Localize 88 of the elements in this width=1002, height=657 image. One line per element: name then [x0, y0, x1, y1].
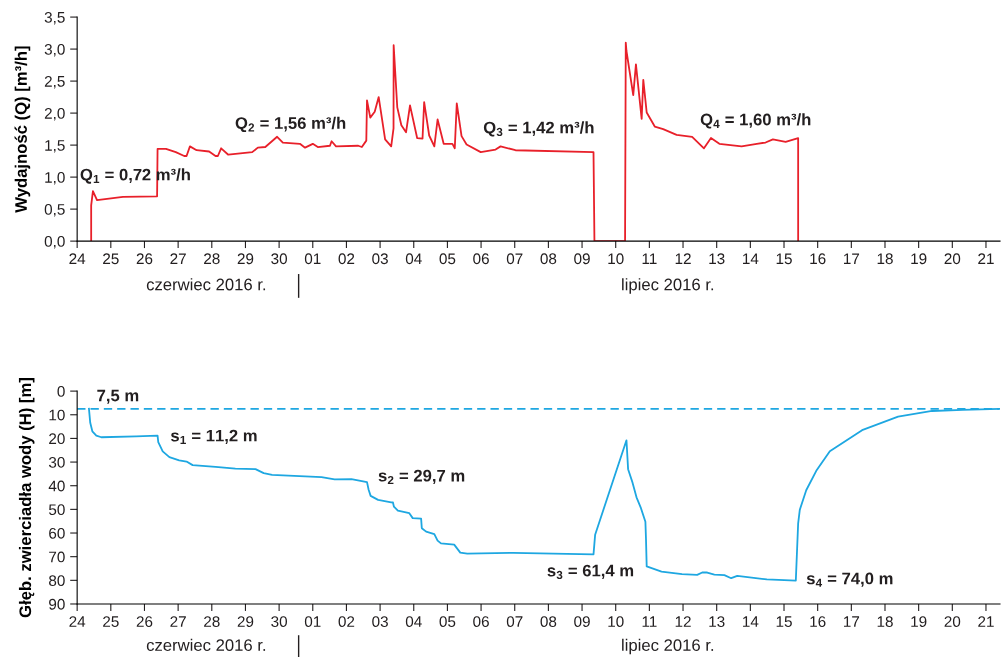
x-tick-label: 07 — [506, 616, 523, 628]
x-tick-label: 11 — [642, 253, 657, 264]
x-tick-label: 24 — [69, 253, 86, 264]
x-tick-label: 25 — [103, 616, 119, 628]
x-tick-label: 26 — [136, 616, 153, 628]
x-tick-label: 01 — [304, 253, 321, 265]
x-tick-label: 10 — [608, 616, 624, 628]
y-tick-label: 40 — [48, 480, 65, 492]
y-axis-title: Głęb. zwierciadła wody (H) [m] — [18, 378, 35, 618]
x-tick-label: 01 — [304, 616, 321, 628]
x-tick-label: 18 — [877, 616, 893, 628]
y-tick-label: 0 — [57, 385, 65, 397]
x-tick-label: 30 — [271, 616, 288, 628]
x-tick-label: 05 — [439, 616, 456, 628]
x-tick-label: 04 — [405, 616, 422, 628]
x-tick-label: 12 — [675, 253, 691, 264]
x-tick-label: 16 — [810, 616, 826, 628]
x-tick-label: 15 — [776, 253, 792, 265]
annotation: s$_{3}$ = 61,4 m — [547, 564, 634, 580]
x-tick-label: 19 — [911, 253, 927, 265]
x-tick-label: 29 — [237, 616, 254, 628]
annotation: Q$_{4}$ = 1,60 m³/h — [700, 113, 811, 129]
x-tick-label: 26 — [136, 253, 153, 265]
x-tick-label: 21 — [978, 616, 994, 627]
y-tick-label: 50 — [48, 504, 65, 516]
y-tick-label: 90 — [49, 598, 65, 610]
y-axis-title: Wydajność (Q) [m³/h] — [14, 46, 31, 213]
x-tick-label: 02 — [338, 253, 355, 265]
x-tick-label: 25 — [103, 253, 119, 265]
y-tick-label: 30 — [48, 456, 65, 468]
x-tick-label: 21 — [978, 253, 994, 264]
y-tick-label: 0,5 — [44, 203, 65, 217]
y-tick-label: 2,5 — [44, 75, 65, 89]
annotation: Q$_{2}$ = 1,56 m³/h — [235, 116, 346, 133]
x-tick-label: 14 — [743, 253, 759, 264]
y-tick-label: 1,5 — [45, 140, 65, 153]
y-tick-label: 3,5 — [44, 11, 65, 25]
x-tick-label: 06 — [473, 616, 489, 628]
annotation: s$_{2}$ = 29,7 m — [378, 469, 465, 485]
x-tick-label: 28 — [204, 253, 220, 265]
y-tick-label: 20 — [49, 433, 65, 445]
x-tick-label: 19 — [911, 616, 927, 628]
y-tick-label: 0,0 — [44, 235, 65, 249]
x-tick-label: 08 — [540, 616, 557, 628]
x-tick-label: 03 — [372, 253, 388, 265]
x-tick-label: 13 — [709, 253, 725, 265]
ref-line-label: 7,5 m — [97, 389, 139, 404]
annotation: s$_{4}$ = 74,0 m — [806, 572, 893, 587]
y-tick-label: 1,0 — [45, 171, 65, 185]
x-tick-label: 24 — [69, 616, 86, 627]
text: lipiec 2016 r. — [622, 278, 714, 294]
x-tick-label: 11 — [642, 616, 657, 627]
text: lipiec 2016 r. — [622, 638, 714, 655]
x-tick-label: 17 — [844, 616, 860, 627]
x-tick-label: 16 — [810, 253, 826, 265]
x-tick-label: 13 — [709, 616, 725, 628]
y-tick-label: 3,0 — [44, 43, 65, 57]
y-tick-label: 2,0 — [44, 107, 65, 121]
x-tick-label: 04 — [405, 253, 422, 265]
x-tick-label: 02 — [338, 616, 355, 628]
x-tick-label: 30 — [271, 253, 288, 265]
x-tick-label: 03 — [372, 616, 388, 628]
x-tick-label: 28 — [204, 616, 220, 628]
text: czerwiec 2016 r. — [146, 638, 266, 652]
x-tick-label: 29 — [237, 253, 254, 265]
x-tick-label: 17 — [844, 253, 860, 264]
x-tick-label: 27 — [170, 616, 186, 627]
x-tick-label: 05 — [439, 253, 456, 265]
x-tick-label: 14 — [743, 616, 759, 627]
text: czerwiec 2016 r. — [146, 278, 266, 291]
x-tick-label: 07 — [506, 253, 523, 265]
x-tick-label: 20 — [944, 253, 961, 265]
x-tick-label: 09 — [574, 616, 590, 628]
y-tick-label: 70 — [49, 551, 65, 563]
x-tick-label: 06 — [473, 253, 489, 265]
annotation: s$_{1}$ = 11,2 m — [170, 429, 257, 445]
y-tick-label: 80 — [49, 575, 65, 587]
x-tick-label: 15 — [776, 616, 792, 628]
x-tick-label: 18 — [877, 253, 893, 265]
y-tick-label: 10 — [49, 409, 65, 421]
x-tick-label: 12 — [675, 616, 691, 627]
x-tick-label: 09 — [574, 253, 590, 265]
y-tick-label: 60 — [49, 527, 65, 539]
x-tick-label: 27 — [170, 253, 186, 264]
x-tick-label: 20 — [944, 616, 961, 628]
x-tick-label: 08 — [540, 253, 557, 265]
x-tick-label: 10 — [608, 253, 624, 265]
annotation: Q$_{3}$ = 1,42 m³/h — [483, 121, 594, 137]
